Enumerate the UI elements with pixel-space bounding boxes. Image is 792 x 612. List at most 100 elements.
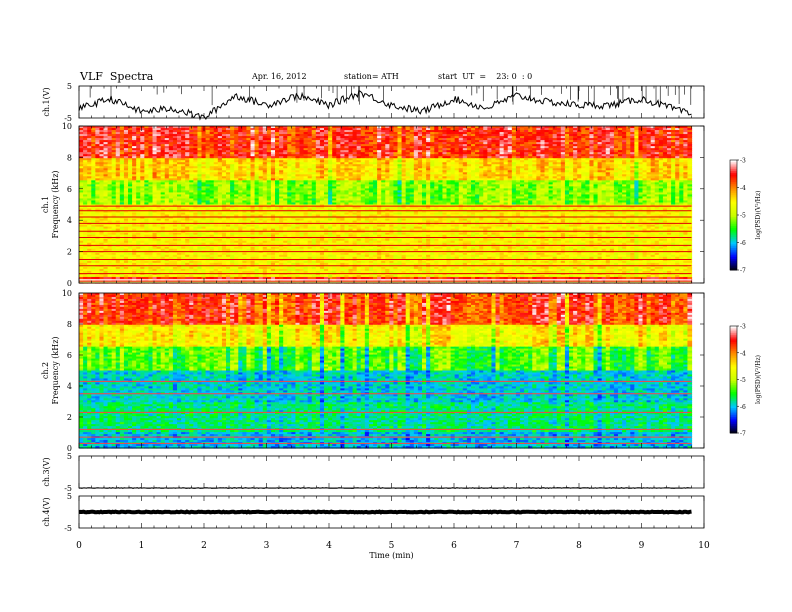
spectrogram-cell: [389, 134, 395, 137]
spectrogram-cell: [123, 132, 129, 135]
spectrogram-cell: [442, 168, 448, 171]
spectrogram-cell: [164, 138, 170, 141]
spectrogram-cell: [99, 166, 105, 169]
spectrogram-cell: [683, 136, 689, 139]
spectrogram-cell: [454, 152, 460, 155]
spectrogram-cell: [471, 146, 476, 149]
spectrogram-cell: [356, 128, 362, 131]
spectrogram-cell: [107, 144, 113, 147]
spectrogram-cell: [564, 132, 570, 135]
spectrogram-cell: [462, 150, 468, 153]
spectrogram-cell: [213, 150, 219, 153]
spectrogram-cell: [328, 144, 333, 147]
spectrogram-cell: [181, 170, 186, 173]
spectrogram-cell: [417, 134, 423, 137]
spectrogram-cell: [634, 144, 640, 147]
spectrogram-cell: [373, 140, 378, 143]
spectrogram-cell: [573, 164, 578, 167]
spectrogram-cell: [524, 166, 529, 169]
spectrogram-cell: [144, 134, 150, 137]
spectrogram-cell: [115, 166, 121, 169]
spectrogram-cell: [540, 138, 546, 141]
spectrogram-cell: [662, 134, 668, 137]
spectrogram-cell: [99, 134, 105, 137]
spectrogram-cell: [164, 150, 170, 153]
spectrogram-cell: [352, 166, 358, 169]
spectrogram-cell: [213, 136, 219, 139]
spectrogram-cell: [152, 146, 158, 149]
spectrogram-cell: [479, 148, 484, 151]
spectrogram-cell: [630, 132, 635, 135]
spectrogram-cell: [401, 146, 407, 149]
spectrogram-cell: [360, 128, 366, 131]
spectrogram-cell: [295, 134, 301, 137]
spectrogram-cell: [275, 140, 280, 143]
spectrogram-cell: [556, 126, 562, 129]
spectrogram-cell: [360, 166, 366, 169]
spectrogram-cell: [348, 144, 354, 147]
spectrogram-cell: [238, 166, 243, 169]
spectrogram-cell: [552, 166, 558, 169]
spectrogram-cell: [172, 152, 178, 155]
spectrogram-cell: [111, 144, 117, 147]
spectrogram-cell: [381, 130, 386, 133]
spectrogram-cell: [511, 136, 517, 139]
spectrogram-cell: [593, 150, 599, 153]
spectrogram-cell: [560, 136, 566, 139]
spectrogram-cell: [148, 148, 154, 151]
spectrogram-cell: [458, 156, 464, 159]
spectrogram-cell: [458, 150, 464, 153]
spectrogram-cell: [79, 166, 84, 169]
spectrogram-cell: [348, 142, 354, 145]
spectrogram-cell: [373, 166, 378, 169]
spectrogram-cell: [417, 128, 423, 131]
spectrogram-cell: [328, 156, 333, 159]
spectrogram-cell: [107, 170, 113, 173]
spectrogram-cell: [246, 164, 252, 167]
spectrogram-cell: [491, 130, 497, 133]
spectrogram-cell: [622, 160, 627, 163]
spectrogram-cell: [152, 152, 158, 155]
spectrogram-cell: [119, 148, 125, 151]
spectrogram-cell: [299, 162, 305, 165]
spectrogram-cell: [658, 152, 664, 155]
spectrogram-cell: [556, 148, 562, 151]
spectrogram-cell: [577, 138, 582, 141]
spectrogram-cell: [95, 156, 101, 159]
spectrogram-cell: [605, 162, 611, 165]
spectrogram-cell: [667, 126, 672, 129]
spectrogram-cell: [99, 132, 105, 135]
spectrogram-cell: [630, 130, 635, 133]
spectrogram-cell: [83, 152, 88, 155]
spectrogram-cell: [275, 168, 280, 171]
spectrogram-cell: [119, 126, 125, 129]
spectrogram-cell: [634, 164, 640, 167]
spectrogram-cell: [140, 162, 145, 165]
spectrogram-cell: [552, 160, 558, 163]
spectrogram-cell: [197, 134, 203, 137]
spectrogram-cell: [413, 152, 419, 155]
spectrogram-cell: [348, 134, 354, 137]
spectrogram-cell: [299, 154, 305, 157]
spectrogram-cell: [450, 130, 456, 133]
spectrogram-cell: [511, 130, 517, 133]
spectrogram-cell: [569, 162, 574, 165]
spectrogram-cell: [91, 146, 96, 149]
spectrogram-cell: [597, 164, 603, 167]
spectrogram-cell: [144, 154, 150, 157]
spectrogram-cell: [409, 154, 415, 157]
spectrogram-cell: [283, 164, 288, 167]
spectrogram-cell: [270, 164, 276, 167]
spectrogram-cell: [332, 140, 337, 143]
spectrogram-cell: [136, 134, 141, 137]
spectrogram-cell: [368, 142, 374, 145]
spectrogram-cell: [556, 146, 562, 149]
spectrogram-cell: [144, 136, 150, 139]
spectrogram-cell: [226, 136, 231, 139]
spectrogram-cell: [495, 138, 501, 141]
spectrogram-cell: [83, 130, 88, 133]
spectrogram-cell: [197, 132, 203, 135]
spectrogram-cell: [373, 146, 378, 149]
spectrogram-cell: [201, 148, 207, 151]
spectrogram-cell: [132, 126, 137, 129]
